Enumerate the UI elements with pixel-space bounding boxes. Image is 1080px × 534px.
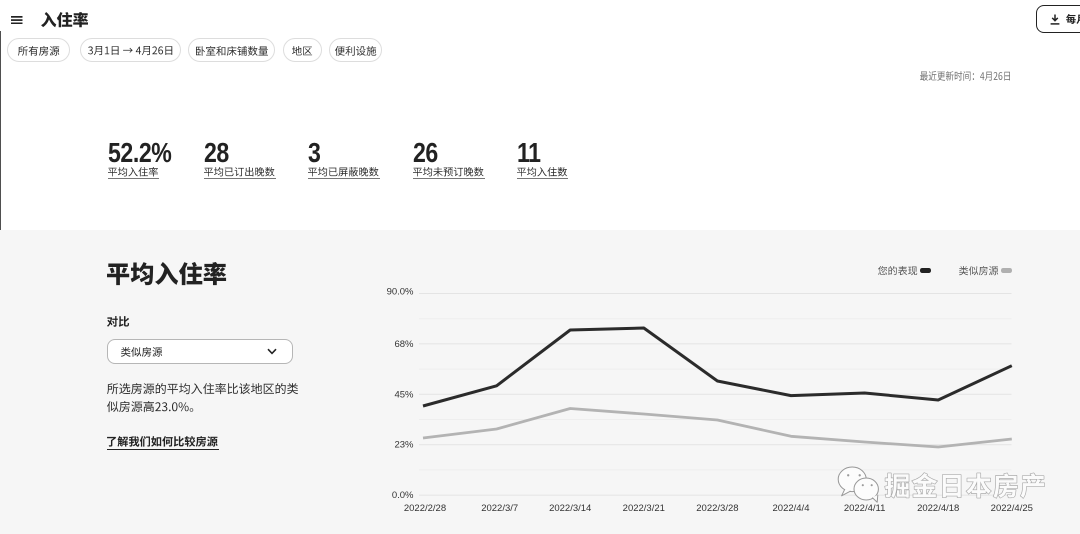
- svg-text:2022/4/18: 2022/4/18: [917, 503, 959, 514]
- svg-text:2022/4/11: 2022/4/11: [844, 503, 886, 514]
- svg-text:2022/2/28: 2022/2/28: [404, 503, 446, 514]
- svg-text:0.0%: 0.0%: [392, 490, 414, 501]
- svg-text:2022/3/7: 2022/3/7: [481, 503, 518, 514]
- svg-text:2022/3/21: 2022/3/21: [623, 503, 665, 514]
- svg-text:2022/3/14: 2022/3/14: [549, 503, 591, 514]
- svg-text:68%: 68%: [394, 339, 414, 350]
- svg-text:2022/3/28: 2022/3/28: [696, 503, 738, 514]
- svg-text:2022/4/4: 2022/4/4: [773, 503, 810, 514]
- svg-text:2022/4/25: 2022/4/25: [991, 503, 1033, 514]
- svg-text:23%: 23%: [394, 440, 414, 451]
- svg-text:45%: 45%: [394, 389, 414, 400]
- svg-text:90.0%: 90.0%: [387, 287, 414, 298]
